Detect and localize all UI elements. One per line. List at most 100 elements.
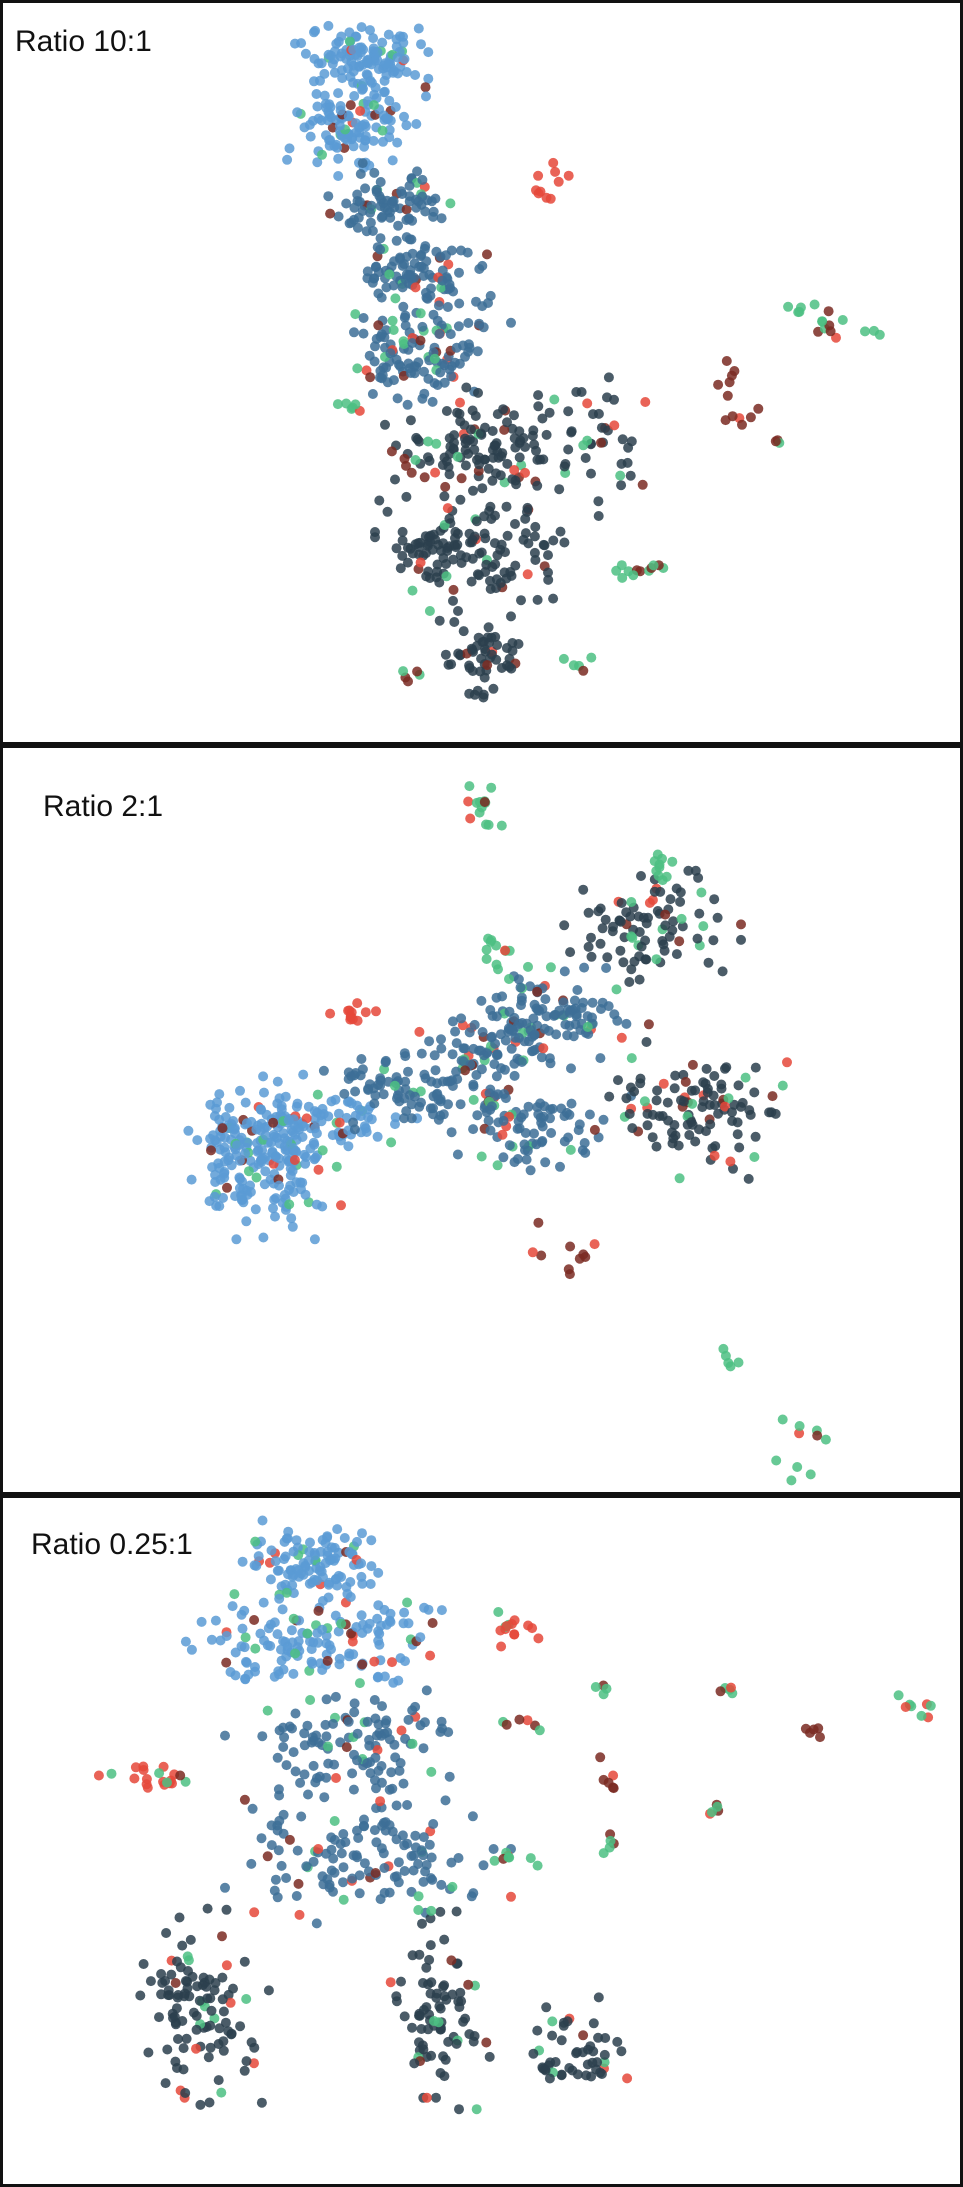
scatter-point: [626, 1053, 637, 1064]
scatter-point: [333, 153, 344, 164]
scatter-point: [510, 442, 521, 453]
scatter-point: [485, 501, 496, 512]
scatter-point: [298, 1069, 309, 1080]
scatter-point: [369, 167, 380, 178]
scatter-point: [442, 503, 453, 514]
scatter-point: [287, 1571, 298, 1582]
scatter-point: [716, 1083, 727, 1094]
scatter-point: [391, 235, 402, 246]
scatter-point: [333, 1108, 344, 1119]
scatter-point: [397, 550, 408, 561]
scatter-point: [722, 390, 733, 401]
scatter-point: [563, 444, 574, 455]
scatter-point: [342, 134, 353, 145]
scatter-point: [392, 137, 403, 148]
scatter-point: [407, 1705, 418, 1716]
scatter-point: [624, 1108, 635, 1119]
scatter-point: [338, 1894, 349, 1905]
scatter-point: [421, 1962, 432, 1973]
scatter-point: [217, 1123, 228, 1134]
scatter-point: [362, 1758, 373, 1769]
scatter-point: [290, 38, 300, 49]
scatter-point: [504, 661, 515, 672]
scatter-point: [360, 183, 371, 194]
scatter-point: [665, 894, 676, 905]
scatter-point: [332, 399, 343, 410]
scatter-point: [837, 315, 848, 325]
scatter-point: [468, 485, 478, 496]
scatter-point: [365, 1579, 376, 1589]
scatter-point: [495, 578, 506, 588]
scatter-point: [522, 569, 533, 580]
scatter-point: [308, 1856, 319, 1867]
scatter-point: [670, 1070, 681, 1081]
scatter-point: [399, 1840, 410, 1851]
scatter-point: [323, 20, 334, 31]
scatter-point: [504, 974, 514, 984]
scatter-point: [642, 1120, 653, 1131]
scatter-point: [473, 387, 483, 398]
scatter-point: [368, 33, 379, 44]
scatter-point: [277, 1604, 288, 1615]
scatter-point: [555, 1161, 565, 1172]
scatter-point: [492, 640, 503, 650]
scatter-point: [582, 2059, 593, 2070]
scatter-point: [467, 666, 478, 676]
scatter-point: [374, 495, 385, 506]
scatter-point: [445, 198, 456, 209]
scatter-point: [568, 660, 579, 671]
scatter-point: [651, 1095, 662, 1106]
scatter-point: [329, 67, 340, 78]
scatter-point: [384, 125, 395, 135]
scatter-point: [603, 1001, 614, 1012]
scatter-point: [455, 1099, 466, 1110]
scatter-point: [687, 1098, 698, 1109]
scatter-point: [388, 325, 399, 335]
scatter-point: [368, 135, 379, 146]
scatter-point: [272, 1098, 283, 1109]
scatter-point: [583, 907, 594, 918]
scatter-point: [321, 1731, 332, 1742]
scatter-point: [541, 1011, 552, 1022]
scatter-point: [214, 1089, 225, 1100]
scatter-point: [461, 382, 472, 393]
scatter-point: [195, 2099, 206, 2110]
scatter-point: [358, 313, 369, 323]
scatter-point: [548, 157, 559, 168]
scatter-point: [240, 1148, 250, 1159]
scatter-point: [523, 1101, 534, 1112]
scatter-point: [369, 1825, 380, 1836]
scatter-point: [497, 1129, 508, 1140]
scatter-point: [387, 315, 398, 326]
scatter-point: [250, 1536, 261, 1547]
scatter-point: [395, 1758, 406, 1768]
scatter-point: [179, 1988, 190, 1999]
scatter-point: [506, 1891, 516, 1902]
scatter-point: [512, 1123, 523, 1134]
scatter-point: [416, 1097, 426, 1108]
scatter-point: [320, 1558, 331, 1569]
scatter-point: [188, 2007, 199, 2018]
scatter-point: [358, 328, 369, 339]
scatter-point: [453, 1853, 464, 1863]
scatter-point: [406, 368, 416, 378]
scatter-point: [170, 2056, 181, 2067]
scatter-point: [431, 1988, 442, 1999]
scatter-point: [313, 1605, 324, 1616]
scatter-point: [370, 341, 380, 352]
scatter-point: [373, 1765, 384, 1776]
scatter-point: [460, 460, 471, 471]
scatter-plot: [282, 20, 885, 703]
scatter-point: [652, 1085, 663, 1096]
scatter-point: [749, 1087, 760, 1098]
scatter-point: [564, 2063, 575, 2073]
scatter-point: [206, 1145, 216, 1156]
scatter-point: [363, 1104, 374, 1115]
scatter-point: [397, 1830, 408, 1841]
scatter-point: [175, 1770, 186, 1781]
scatter-point: [414, 1026, 425, 1037]
scatter-point: [362, 70, 373, 81]
scatter-point: [532, 1102, 543, 1113]
scatter-point: [441, 406, 452, 416]
scatter-point: [336, 1618, 347, 1629]
